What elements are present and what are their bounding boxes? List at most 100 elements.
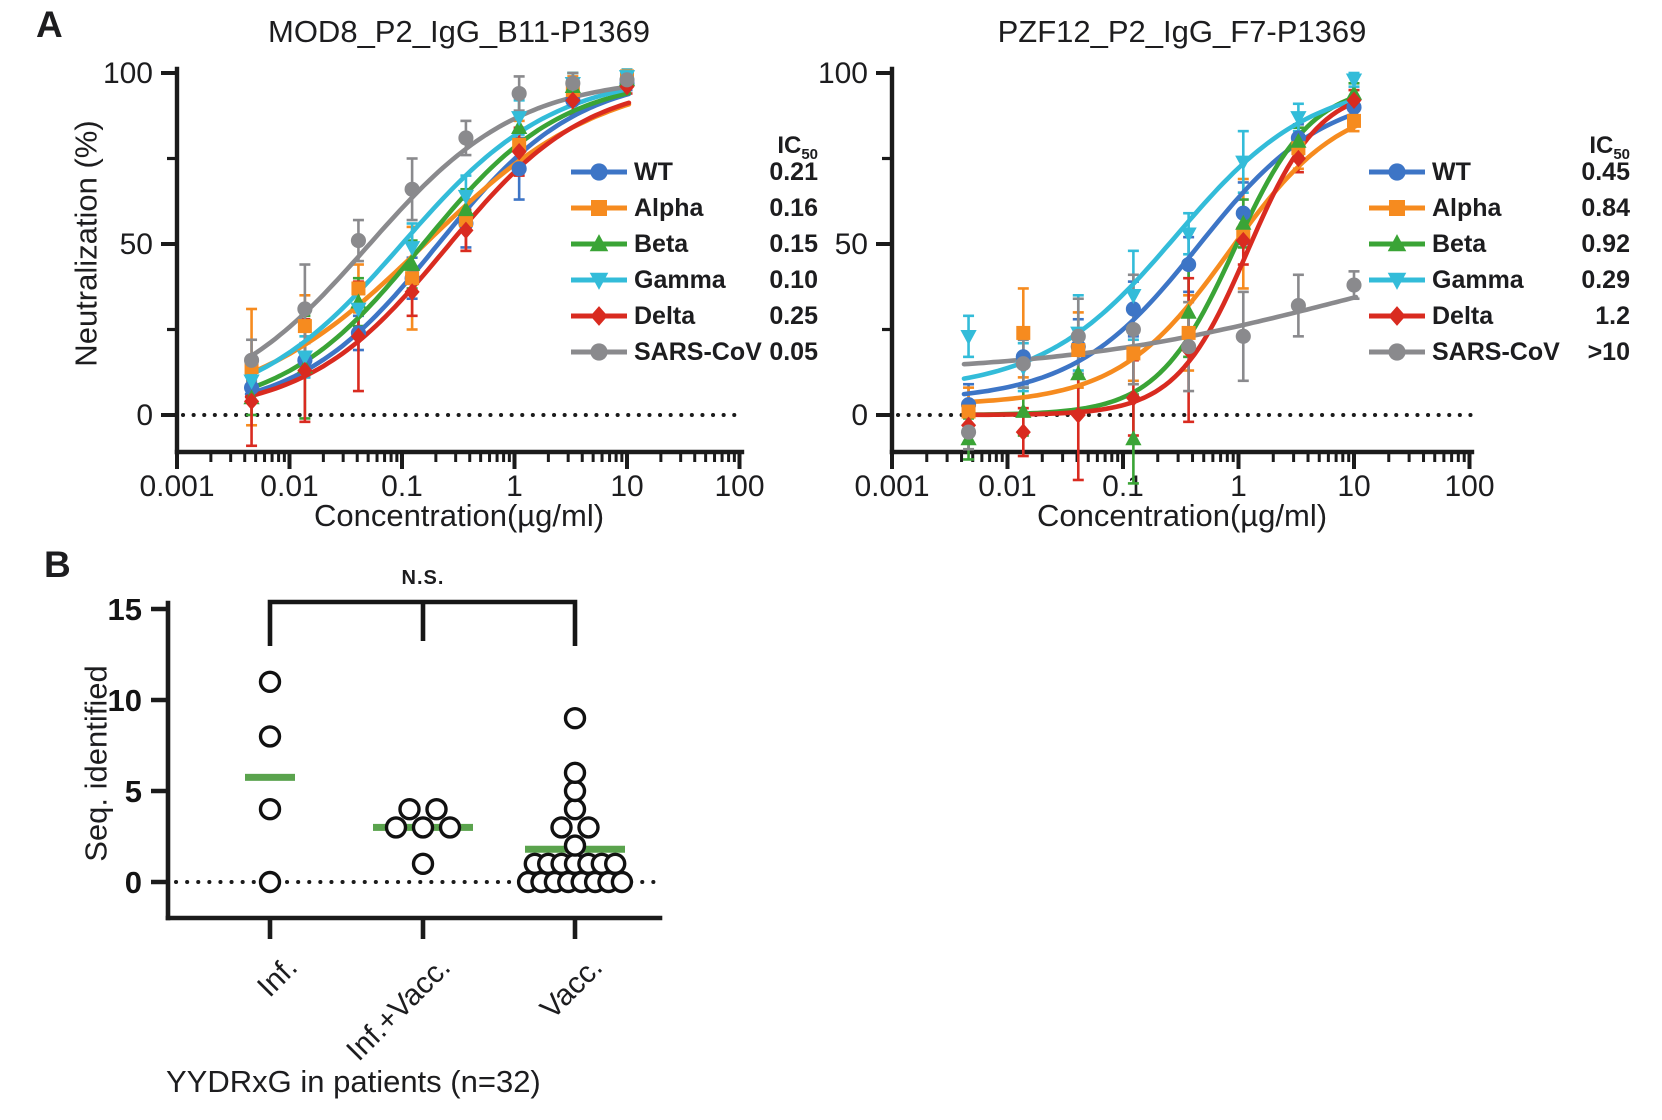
legend-label: Alpha [1432, 194, 1502, 222]
legend-row-Gamma: Gamma 0.10 [570, 266, 818, 294]
y-tick-label: 50 [835, 228, 868, 261]
circle-marker [590, 163, 608, 181]
diamond-marker [590, 306, 608, 326]
triangle-down-marker [243, 374, 260, 390]
legend-row-Beta: Beta 0.15 [570, 230, 818, 258]
dose-chart: 0 50 100 0.001 0.01 0.1 1 10 100 [103, 57, 765, 503]
y-tick-label: 0 [851, 399, 868, 432]
circle-marker [565, 75, 581, 91]
triangle-down-marker [1345, 73, 1363, 89]
triangle-up-marker [403, 255, 421, 271]
circle-marker [1388, 163, 1406, 181]
square-marker [297, 319, 312, 334]
chart2-ic50-header: IC50 [1530, 134, 1630, 162]
diamond-marker [1290, 149, 1306, 168]
square-marker [1347, 113, 1361, 128]
legend-square-icon [1369, 200, 1425, 216]
chartb-y-axis-title: Seq. identified [78, 665, 114, 862]
legend-ic50-value: 0.25 [769, 302, 818, 330]
y-ticks: 0 50 100 [103, 57, 177, 432]
x-tick-label: 100 [1444, 470, 1494, 503]
circle-marker [458, 130, 474, 146]
circle-marker [1125, 321, 1141, 338]
triangle-down-marker [1290, 111, 1307, 127]
circle-marker [1181, 256, 1197, 273]
triangle-down-marker [511, 111, 528, 127]
legend-row-Gamma: Gamma 0.29 [1368, 266, 1630, 294]
data-point [577, 816, 600, 839]
triangle-up-marker [1235, 214, 1252, 230]
legend-ic50-value: 0.16 [769, 194, 818, 222]
curve-Alpha [961, 123, 1359, 405]
y-ticks: 0 50 100 [818, 57, 892, 432]
triangle-up-marker [1070, 365, 1087, 381]
circle-marker [1125, 301, 1141, 317]
data-point [563, 798, 587, 821]
y-tick-label: 0 [136, 399, 153, 432]
legend-ic50-value: 0.15 [769, 230, 818, 258]
legend-triangle-down-icon [571, 272, 627, 290]
curve-Gamma [244, 86, 632, 379]
x-tick-label: 0.1 [1102, 470, 1144, 503]
chart1-ic50-header: IC50 [718, 134, 818, 162]
triangle-down-marker [350, 302, 367, 318]
ic50-header-text: IC [1589, 132, 1614, 159]
chart2-x-axis-title: Concentration(µg/ml) [1036, 498, 1328, 533]
triangle-up-marker [1015, 402, 1032, 418]
data-point [550, 816, 573, 839]
legend-row-SARS-CoV: SARS-CoV >10 [1368, 338, 1630, 366]
data-point [384, 816, 408, 839]
data-point [398, 798, 421, 821]
circle-marker [1290, 298, 1306, 314]
circle-marker [511, 85, 527, 102]
data-point [610, 870, 634, 894]
circle-marker [244, 352, 260, 368]
panel-b-label: B [44, 544, 71, 585]
panel-b-caption: YYDRxG in patients (n=32) [166, 1064, 541, 1099]
panel-a-label: A [36, 4, 63, 45]
y-tick-label: 0 [125, 865, 142, 900]
legend-row-Delta: Delta 0.25 [570, 302, 818, 330]
legend-label: WT [1432, 158, 1471, 186]
x-tick-label: 0.001 [854, 470, 929, 503]
circle-marker [404, 181, 420, 197]
mean-bar [245, 773, 295, 781]
legend-circle-icon [1369, 343, 1425, 361]
diamond-marker [511, 142, 527, 161]
legend-triangle-up-icon [571, 234, 627, 252]
scatter-chart: 0 5 10 15 [108, 592, 663, 939]
triangle-down-marker [1125, 289, 1142, 304]
circle-marker [1346, 277, 1362, 293]
legend-label: SARS-CoV [634, 338, 762, 366]
legend-ic50-value: 0.84 [1581, 194, 1630, 222]
axes [889, 66, 1475, 455]
legend-row-Alpha: Alpha 0.16 [570, 194, 818, 222]
x-tick-label: 0.01 [260, 470, 318, 503]
chart2-title: PZF12_P2_IgG_F7-P1369 [997, 14, 1367, 49]
circle-marker [1388, 343, 1406, 361]
square-marker [1071, 343, 1086, 358]
square-marker [1016, 325, 1031, 340]
legend-row-Delta: Delta 1.2 [1368, 302, 1630, 330]
y-ticks: 0 5 10 15 [108, 592, 168, 900]
data-point [604, 852, 627, 875]
data-point [258, 725, 282, 748]
dose-chart: 0 50 100 0.001 0.01 0.1 1 10 100 [818, 57, 1495, 503]
diamond-marker [404, 283, 420, 301]
legend-row-WT: WT 0.21 [570, 158, 818, 186]
x-tick-label: 10 [1337, 470, 1370, 503]
data-point [258, 670, 282, 693]
triangle-up-marker [1290, 132, 1307, 148]
ic50-header-sub: 50 [1613, 145, 1630, 163]
legend-circle-icon [571, 343, 627, 361]
group-Vacc. [516, 707, 634, 894]
square-marker [591, 200, 607, 216]
circle-marker [1235, 205, 1251, 221]
legend-row-SARS-CoV: SARS-CoV 0.05 [570, 338, 818, 366]
y-tick-label: 15 [108, 592, 142, 627]
points-SARS-CoV [960, 277, 1362, 440]
square-marker [458, 213, 473, 228]
legend-label: Delta [634, 302, 696, 330]
points-SARS-CoV [244, 72, 635, 368]
ic50-header-text: IC [777, 132, 802, 159]
